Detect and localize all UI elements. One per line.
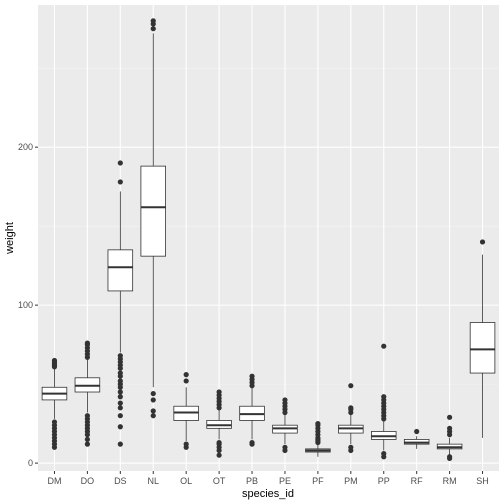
outlier-point [117,378,123,384]
outlier-point [447,414,453,420]
x-tick-label: RM [443,476,457,486]
outlier-point [117,394,123,400]
outlier-point [117,405,123,411]
outlier-point [150,408,156,414]
outlier-point [51,419,58,425]
boxplot-dm [41,357,68,450]
x-axis-title: species_id [242,488,294,500]
outlier-point [84,436,90,443]
y-tick-label: 0 [28,458,33,468]
x-tick-label: PM [344,476,358,486]
outlier-point [117,441,123,447]
x-tick-label: RF [411,476,423,486]
outlier-point [183,378,189,384]
y-axis: 0 100 200 [18,142,38,468]
x-tick-label: PE [279,476,291,486]
box [140,165,166,257]
outlier-point [282,397,288,403]
x-tick-label: OT [213,476,226,486]
outlier-point [381,451,387,457]
y-tick-label: 200 [18,142,33,152]
x-tick-label: PB [246,476,258,486]
y-axis-title: weight [4,222,16,255]
outlier-point [348,383,354,389]
outlier-point [216,452,222,458]
boxplot-pb [239,373,265,447]
x-tick-label: NL [147,476,159,486]
outlier-point [84,441,90,447]
outlier-point [183,441,189,447]
x-tick-label: DM [47,476,61,486]
box [107,249,134,292]
boxplot-rf [403,428,430,449]
outlier-point [84,413,90,419]
outlier-point [117,179,123,185]
boxplot-ds [107,160,134,447]
x-axis: DM DO DS NL OL OT PB PE PF PM PP RF RM SH [47,471,489,486]
outlier-point [117,413,123,419]
x-tick-label: DO [81,476,95,486]
outlier-point [117,424,123,430]
outlier-point [84,340,90,346]
y-tick-label: 100 [18,300,33,310]
boxplots [41,18,496,461]
outlier-point [150,26,156,32]
boxplot-pe [272,397,298,454]
boxplot-rm [436,414,463,461]
boxplot-pp [371,343,397,460]
x-tick-label: PF [312,476,324,486]
outlier-point [249,373,255,379]
outlier-point [117,370,123,376]
outlier-point [479,239,486,245]
outlier-point [447,454,453,460]
x-tick-label: PP [378,476,390,486]
outlier-point [381,343,387,349]
outlier-point [117,400,123,406]
x-tick-label: DS [114,476,127,486]
outlier-point [315,421,321,427]
outlier-point [150,18,156,24]
outlier-point [150,397,156,403]
boxplot-do [74,340,101,447]
outlier-point [183,372,189,378]
outlier-point [51,357,58,364]
boxplot-ot [206,389,232,458]
boxplot-sh [469,239,496,438]
outlier-point [150,390,156,397]
outlier-point [249,439,255,446]
outlier-point [447,425,453,431]
boxplot-pm [338,383,364,454]
outlier-point [117,160,123,166]
outlier-point [348,444,354,450]
outlier-point [117,353,123,359]
outlier-point [381,394,387,400]
boxplot-pf [305,421,331,457]
outlier-point [216,439,222,446]
boxplot-nl [140,18,166,419]
box [469,322,496,374]
outlier-point [348,405,354,411]
outlier-point [150,413,156,419]
x-tick-label: SH [476,476,489,486]
plot-panel [38,5,499,471]
outlier-point [117,389,123,395]
boxplot-ol [173,372,199,450]
x-tick-label: OL [180,476,192,486]
outlier-point [414,428,420,435]
outlier-point [216,389,222,395]
outlier-point [282,444,288,450]
